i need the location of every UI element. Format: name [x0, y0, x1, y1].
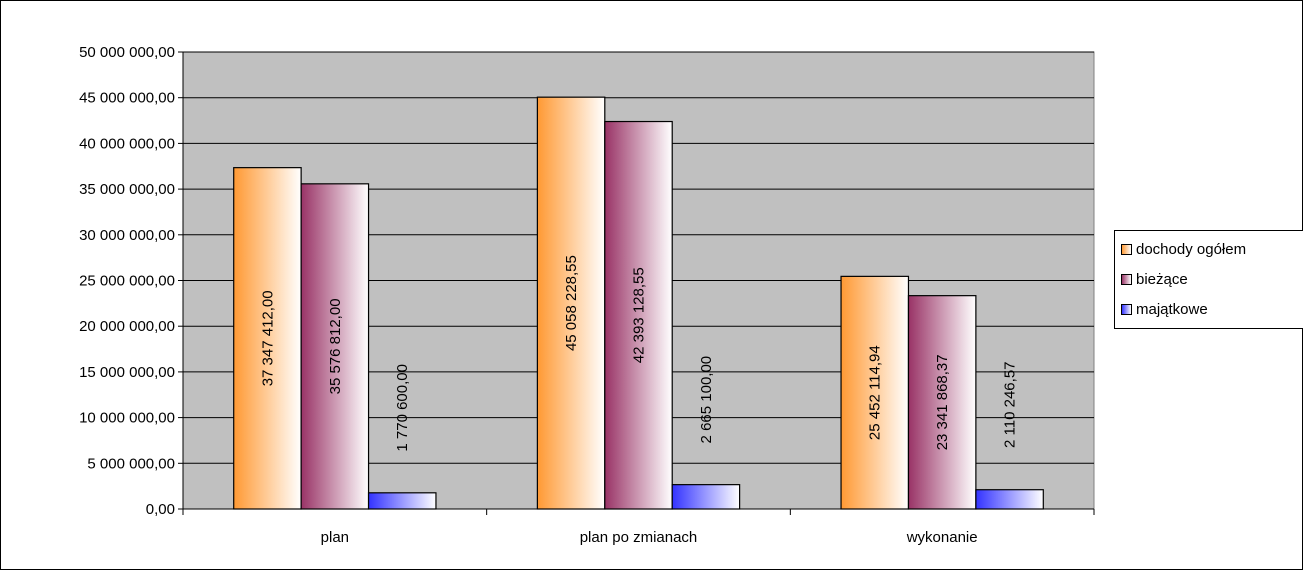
x-tick-label: plan	[321, 529, 349, 546]
bar	[233, 167, 302, 510]
bar	[367, 492, 437, 510]
y-tick-label: 35 000 000,00	[79, 181, 175, 198]
y-tick-label: 50 000 000,00	[79, 44, 175, 61]
data-label: 45 058 228,55	[563, 255, 580, 351]
legend-swatch-majatkowe	[1121, 303, 1132, 315]
legend-label: majątkowe	[1136, 300, 1208, 318]
legend-item-dochody-ogolem: dochody ogółem	[1121, 237, 1246, 261]
y-tick-label: 30 000 000,00	[79, 227, 175, 244]
legend-item-majatkowe: majątkowe	[1121, 297, 1208, 321]
legend-item-biezace: bieżące	[1121, 267, 1188, 291]
y-tick-label: 15 000 000,00	[79, 364, 175, 381]
bar	[536, 96, 606, 510]
bar	[975, 489, 1044, 510]
data-label: 35 576 812,00	[327, 298, 344, 394]
y-tick-label: 40 000 000,00	[79, 135, 175, 152]
legend-swatch-biezace	[1121, 273, 1132, 285]
x-tick-label: wykonanie	[906, 529, 978, 546]
data-label: 42 393 128,55	[631, 267, 648, 363]
bar	[840, 275, 910, 510]
data-label: 23 341 868,37	[934, 354, 951, 450]
bar	[300, 183, 370, 510]
x-tick-label: plan po zmianach	[580, 529, 698, 546]
data-label: 2 665 100,00	[698, 356, 715, 444]
data-label: 25 452 114,94	[867, 345, 884, 440]
data-label: 37 347 412,00	[259, 290, 276, 386]
legend-label: bieżące	[1136, 270, 1188, 288]
bar	[907, 295, 977, 510]
y-tick-label: 25 000 000,00	[79, 273, 175, 290]
bar	[604, 120, 673, 510]
bar	[671, 484, 741, 510]
data-label: 2 110 246,57	[1002, 361, 1019, 447]
y-tick-label: 5 000 000,00	[87, 455, 175, 472]
legend: dochody ogółem bieżące majątkowe	[1114, 230, 1303, 329]
y-tick-label: 20 000 000,00	[79, 318, 175, 335]
y-tick-label: 0,00	[146, 501, 175, 518]
y-tick-label: 10 000 000,00	[79, 410, 175, 427]
data-label: 1 770 600,00	[394, 364, 411, 452]
legend-swatch-dochody-ogolem	[1121, 243, 1132, 255]
legend-label: dochody ogółem	[1136, 240, 1247, 258]
y-tick-label: 45 000 000,00	[79, 90, 175, 107]
